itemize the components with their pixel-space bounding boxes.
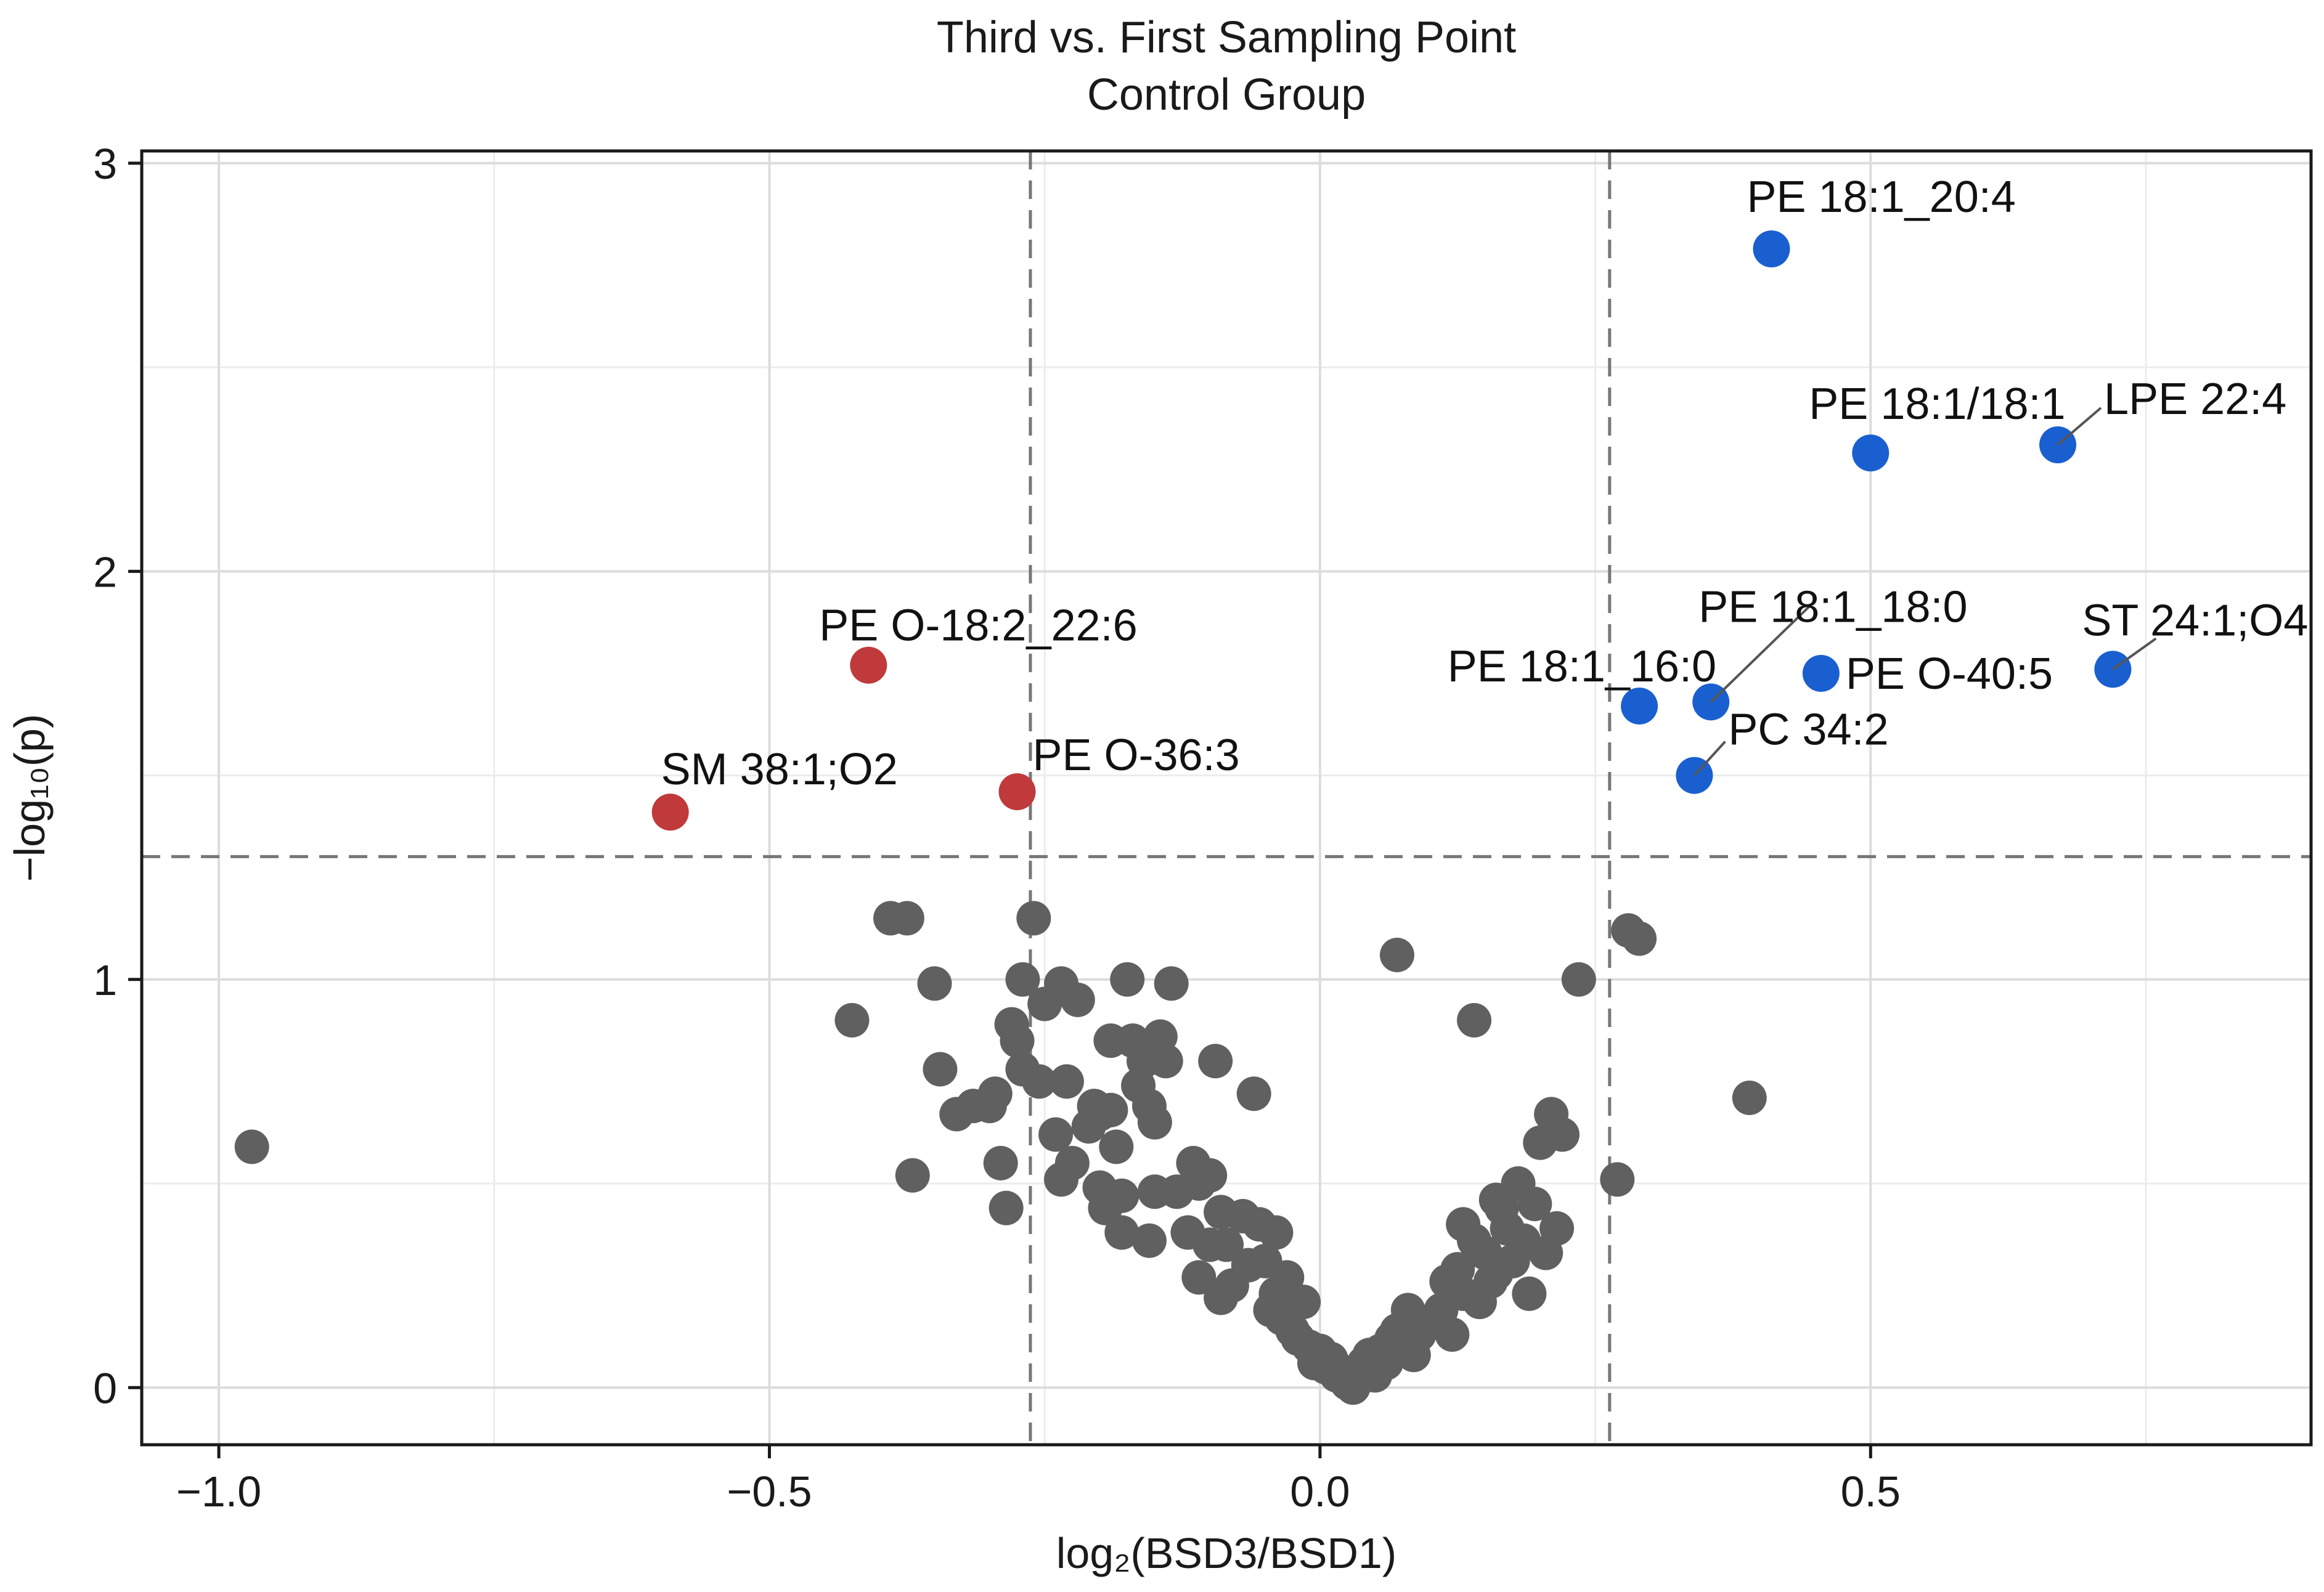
ns-point xyxy=(1016,901,1051,936)
point-label: PE O-40:5 xyxy=(1846,649,2053,699)
x-axis-label: log₂(BSD3/BSD1) xyxy=(1056,1529,1396,1577)
ns-point xyxy=(1622,921,1657,956)
ns-point xyxy=(1104,1215,1140,1250)
ns-point xyxy=(1198,1044,1233,1079)
ns-point xyxy=(1049,1064,1084,1099)
point-label: PC 34:2 xyxy=(1728,705,1888,755)
point-label: ST 24:1;O4 xyxy=(2082,596,2308,645)
ns-point xyxy=(1054,1145,1090,1180)
ns-point xyxy=(1258,1215,1294,1250)
ns-point xyxy=(1148,1044,1183,1079)
ns-point xyxy=(983,1145,1018,1180)
ns-point xyxy=(1181,1260,1217,1295)
ns-point xyxy=(1005,962,1040,997)
point-labels: PE 18:1_20:4 PE 18:1/18:1 LPE 22:4 ST 24:1;… xyxy=(661,173,2309,794)
chart-title: Third vs. First Sampling Point xyxy=(937,13,1516,62)
x-tick-label: 0.5 xyxy=(1841,1468,1901,1516)
x-tick-label: −1.0 xyxy=(176,1468,261,1516)
ns-point xyxy=(1512,1276,1547,1311)
ns-point xyxy=(234,1129,269,1164)
data-points xyxy=(234,230,2132,1405)
point-label: PE 18:1/18:1 xyxy=(1809,380,2065,429)
significant-up-point xyxy=(1753,230,1790,267)
ns-point xyxy=(1038,1117,1074,1152)
ns-point xyxy=(1110,962,1145,997)
significant-down-point xyxy=(998,773,1036,811)
ns-point xyxy=(1236,1076,1271,1111)
ns-point xyxy=(1732,1080,1767,1115)
point-label: PE O-36:3 xyxy=(1033,731,1240,780)
significant-down-point xyxy=(651,794,689,831)
significant-up-point xyxy=(1852,434,1890,472)
ns-point xyxy=(1539,1211,1575,1246)
threshold-lines xyxy=(142,151,2311,1445)
x-tick-label: −0.5 xyxy=(727,1468,812,1516)
ns-point xyxy=(1137,1105,1172,1140)
ns-point xyxy=(1286,1285,1321,1320)
point-label: SM 38:1;O2 xyxy=(661,745,898,794)
ns-point xyxy=(1457,1003,1492,1038)
significant-up-point xyxy=(1802,654,1840,692)
ns-point xyxy=(1000,1023,1035,1058)
label-leader-line xyxy=(2112,637,2157,670)
grid-layer xyxy=(142,151,2311,1445)
ns-point xyxy=(1099,1129,1134,1164)
ns-point xyxy=(977,1076,1013,1111)
ns-point xyxy=(1209,1227,1244,1262)
ns-point xyxy=(1060,982,1095,1017)
y-tick-label: 1 xyxy=(93,956,117,1004)
ns-point xyxy=(923,1052,958,1087)
point-label: PE 18:1_16:0 xyxy=(1448,642,1716,691)
significant-up-point xyxy=(1621,687,1658,725)
point-label: PE O-18:2_22:6 xyxy=(819,601,1137,651)
y-axis-label: −log₁₀(p) xyxy=(6,714,54,882)
x-tick-label: 0.0 xyxy=(1290,1468,1350,1516)
ns-point xyxy=(889,901,924,936)
point-label: LPE 22:4 xyxy=(2104,375,2286,424)
y-tick-label: 2 xyxy=(93,548,117,596)
significant-down-point xyxy=(850,646,887,684)
axes: −1.0 −0.5 0.0 0.5 0 1 2 3 xyxy=(93,140,1901,1516)
ns-point xyxy=(1517,1187,1552,1222)
ns-point xyxy=(1104,1178,1140,1213)
ns-point xyxy=(895,1158,930,1193)
ns-point xyxy=(917,966,952,1001)
ns-point xyxy=(1022,1064,1057,1099)
ns-point xyxy=(989,1190,1024,1225)
ns-point xyxy=(1379,938,1414,973)
ns-point xyxy=(1270,1260,1305,1295)
label-leader-line xyxy=(1710,599,1817,703)
ns-point xyxy=(1093,1092,1128,1127)
label-leader-line xyxy=(2057,407,2102,446)
point-label: PE 18:1_18:0 xyxy=(1698,582,1967,632)
ns-point xyxy=(1131,1223,1167,1258)
plot-frame xyxy=(140,149,2313,1447)
ns-point xyxy=(1193,1158,1228,1193)
ns-point xyxy=(1600,1162,1635,1197)
chart-subtitle: Control Group xyxy=(1087,70,1366,120)
y-tick-label: 0 xyxy=(93,1364,117,1412)
ns-point xyxy=(1544,1117,1580,1152)
ns-point xyxy=(1154,966,1189,1001)
label-leader-line xyxy=(1693,741,1726,776)
ns-point xyxy=(834,1003,870,1038)
ns-point xyxy=(1435,1317,1470,1352)
y-tick-label: 3 xyxy=(93,140,117,188)
ns-point xyxy=(1561,962,1596,997)
point-label: PE 18:1_20:4 xyxy=(1747,173,2015,222)
